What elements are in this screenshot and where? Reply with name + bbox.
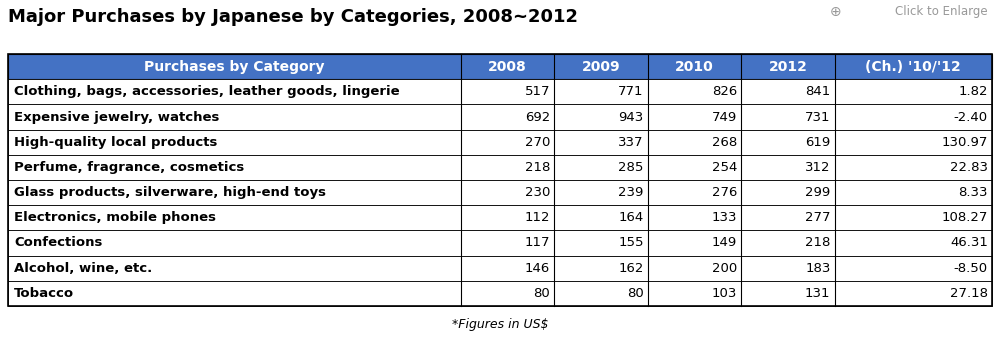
Text: 117: 117 <box>525 237 550 249</box>
Text: 146: 146 <box>525 262 550 274</box>
Text: 103: 103 <box>712 287 737 300</box>
Text: 130.97: 130.97 <box>942 136 988 149</box>
Text: 155: 155 <box>618 237 644 249</box>
Text: 619: 619 <box>805 136 831 149</box>
Text: 749: 749 <box>712 111 737 123</box>
Text: 112: 112 <box>525 211 550 224</box>
Text: 108.27: 108.27 <box>942 211 988 224</box>
Text: -8.50: -8.50 <box>954 262 988 274</box>
Text: 731: 731 <box>805 111 831 123</box>
Text: 218: 218 <box>525 161 550 174</box>
Text: Expensive jewelry, watches: Expensive jewelry, watches <box>14 111 219 123</box>
Text: 276: 276 <box>712 186 737 199</box>
Text: 149: 149 <box>712 237 737 249</box>
Text: 692: 692 <box>525 111 550 123</box>
Text: Purchases by Category: Purchases by Category <box>144 60 325 74</box>
Text: 8.33: 8.33 <box>958 186 988 199</box>
Text: Click to Enlarge: Click to Enlarge <box>895 5 988 18</box>
Text: 254: 254 <box>712 161 737 174</box>
Text: 46.31: 46.31 <box>950 237 988 249</box>
Text: 2010: 2010 <box>675 60 714 74</box>
Text: 826: 826 <box>712 86 737 98</box>
Text: Confections: Confections <box>14 237 102 249</box>
Text: 285: 285 <box>618 161 644 174</box>
Text: 200: 200 <box>712 262 737 274</box>
Text: 277: 277 <box>805 211 831 224</box>
Text: 80: 80 <box>533 287 550 300</box>
Text: Tobacco: Tobacco <box>14 287 74 300</box>
Text: ⊕: ⊕ <box>830 5 842 19</box>
Text: Major Purchases by Japanese by Categories, 2008~2012: Major Purchases by Japanese by Categorie… <box>8 8 578 26</box>
Text: 239: 239 <box>618 186 644 199</box>
Text: 164: 164 <box>618 211 644 224</box>
Text: 131: 131 <box>805 287 831 300</box>
Text: Clothing, bags, accessories, leather goods, lingerie: Clothing, bags, accessories, leather goo… <box>14 86 400 98</box>
Text: Perfume, fragrance, cosmetics: Perfume, fragrance, cosmetics <box>14 161 244 174</box>
Text: 299: 299 <box>805 186 831 199</box>
Text: 22.83: 22.83 <box>950 161 988 174</box>
Text: 2009: 2009 <box>582 60 620 74</box>
Text: Electronics, mobile phones: Electronics, mobile phones <box>14 211 216 224</box>
Text: 268: 268 <box>712 136 737 149</box>
Text: 771: 771 <box>618 86 644 98</box>
Text: High-quality local products: High-quality local products <box>14 136 217 149</box>
Text: *Figures in US$: *Figures in US$ <box>452 318 548 331</box>
Text: 337: 337 <box>618 136 644 149</box>
Text: 2008: 2008 <box>488 60 527 74</box>
Text: 183: 183 <box>805 262 831 274</box>
Text: 312: 312 <box>805 161 831 174</box>
Text: 162: 162 <box>618 262 644 274</box>
Text: 270: 270 <box>525 136 550 149</box>
Text: Alcohol, wine, etc.: Alcohol, wine, etc. <box>14 262 152 274</box>
Text: 80: 80 <box>627 287 644 300</box>
Text: 841: 841 <box>805 86 831 98</box>
Text: 517: 517 <box>525 86 550 98</box>
Text: 2012: 2012 <box>768 60 807 74</box>
Text: 133: 133 <box>712 211 737 224</box>
Text: Glass products, silverware, high-end toys: Glass products, silverware, high-end toy… <box>14 186 326 199</box>
Text: -2.40: -2.40 <box>954 111 988 123</box>
Text: 943: 943 <box>618 111 644 123</box>
Text: (Ch.) '10/'12: (Ch.) '10/'12 <box>865 60 961 74</box>
Text: 27.18: 27.18 <box>950 287 988 300</box>
Text: 230: 230 <box>525 186 550 199</box>
Text: 1.82: 1.82 <box>958 86 988 98</box>
Text: 218: 218 <box>805 237 831 249</box>
